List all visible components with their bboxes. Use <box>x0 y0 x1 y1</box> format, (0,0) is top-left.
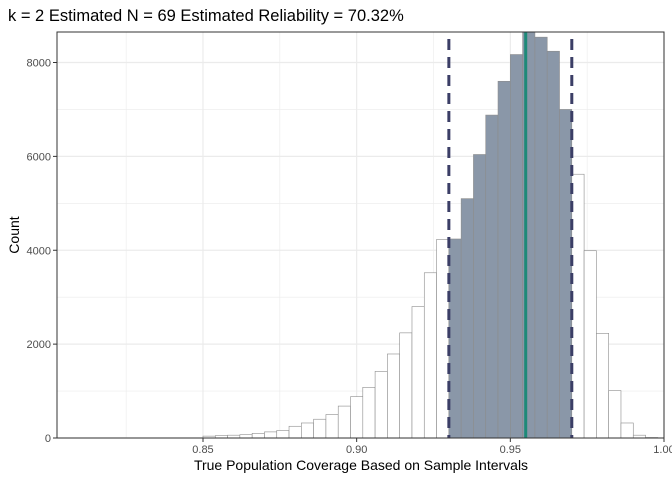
histogram-bar <box>485 114 499 439</box>
histogram-bar <box>411 306 425 439</box>
x-tick-label: 0.95 <box>500 444 521 456</box>
histogram-bar <box>571 173 585 439</box>
axis-ticks: 0.85 0.90 0.95 1.00 0 2000 4000 6000 8000 <box>27 58 672 456</box>
y-tick-label: 8000 <box>27 58 51 70</box>
y-tick-label: 6000 <box>27 151 51 163</box>
histogram-bar <box>374 371 388 439</box>
histogram-bar <box>350 396 364 439</box>
histogram-bar <box>546 50 560 439</box>
reference-lines <box>447 32 574 438</box>
histogram-bar <box>301 422 314 439</box>
histogram-bar <box>534 36 548 439</box>
histogram-bar <box>251 433 265 439</box>
histogram-bar <box>337 405 351 439</box>
chart-title: k = 2 Estimated N = 69 Estimated Reliabi… <box>8 7 404 25</box>
y-tick-label: 4000 <box>27 245 51 257</box>
y-axis-title: Count <box>6 216 22 253</box>
histogram-bar <box>288 425 302 439</box>
histogram-bar <box>497 80 511 439</box>
histogram-bar <box>559 109 573 439</box>
histogram-bar <box>362 387 376 439</box>
histogram-bar <box>387 353 400 439</box>
histogram-bar <box>596 333 609 439</box>
x-tick-label: 1.00 <box>653 444 672 456</box>
panel-border <box>56 31 665 439</box>
histogram-bar <box>510 54 523 439</box>
histogram-bar <box>473 154 487 439</box>
histogram-bar <box>423 272 437 439</box>
histogram-bar <box>608 390 622 439</box>
histogram-bar <box>436 239 450 439</box>
histogram-bar <box>583 250 597 439</box>
histogram-bar <box>313 418 327 439</box>
x-axis-title: True Population Coverage Based on Sample… <box>194 457 528 473</box>
x-tick-label: 0.85 <box>192 444 213 456</box>
histogram-bar <box>399 332 413 439</box>
histogram-bar <box>276 430 290 439</box>
histogram-bar <box>264 431 278 439</box>
y-tick-label: 2000 <box>27 339 51 351</box>
histogram-bar <box>448 238 462 439</box>
x-tick-label: 0.90 <box>346 444 367 456</box>
histogram-bar <box>620 422 634 439</box>
y-tick-label: 0 <box>45 433 51 445</box>
histogram-bar <box>460 198 474 439</box>
histogram-bars <box>202 31 659 439</box>
histogram-bar <box>325 414 339 439</box>
